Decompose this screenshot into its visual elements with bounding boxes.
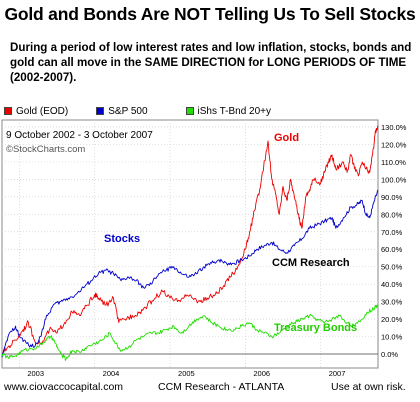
series-line-gold <box>1 125 379 356</box>
page-title: Gold and Bonds Are NOT Telling Us To Sel… <box>4 4 416 24</box>
y-tick-label: 60.0% <box>381 245 403 254</box>
annotation-research: CCM Research <box>272 257 350 269</box>
y-tick-label: 10.0% <box>381 333 403 342</box>
legend-label-stocks: S&P 500 <box>108 105 148 117</box>
y-tick-label: 130.0% <box>381 123 407 132</box>
x-tick-label: 2005 <box>178 369 195 377</box>
footer-website: www.ciovaccocapital.com <box>4 381 124 393</box>
chart-area: 0.0% 10.0% 20.0% 30.0% 40.0% 50.0% 60.0% 70.0% 8… <box>0 119 420 382</box>
legend-swatch-gold <box>4 107 12 115</box>
footer-disclaimer: Use at own risk. <box>331 381 406 393</box>
series-line-bonds <box>1 304 379 361</box>
x-tick-label: 2006 <box>253 369 270 377</box>
series-line-stocks <box>1 189 379 358</box>
page-subtitle: During a period of low interest rates an… <box>10 41 412 84</box>
x-tick-label: 2004 <box>103 369 120 377</box>
date-range-label: 9 October 2002 - 3 October 2007 <box>6 130 153 141</box>
y-tick-label: 90.0% <box>381 193 403 202</box>
annotation-gold: Gold <box>274 132 299 144</box>
plot-frame <box>1 119 379 369</box>
footer: www.ciovaccocapital.com CCM Research - A… <box>0 381 420 397</box>
legend-label-bonds: iShs T-Bnd 20+y <box>197 105 272 117</box>
y-tick-label: 20.0% <box>381 315 403 324</box>
footer-attribution: CCM Research - ATLANTA <box>158 381 285 393</box>
y-axis-ticks: 0.0% 10.0% 20.0% 30.0% 40.0% 50.0% 60.0% 70.0% 8… <box>381 123 407 359</box>
y-tick-label: 30.0% <box>381 298 403 307</box>
x-tick-label: 2007 <box>329 369 346 377</box>
legend-label-gold: Gold (EOD) <box>16 105 69 117</box>
y-tick-label: 70.0% <box>381 228 403 237</box>
y-tick-label: 80.0% <box>381 210 403 219</box>
y-tick-label: 110.0% <box>381 158 406 167</box>
y-tick-label: 120.0% <box>381 140 407 149</box>
annotation-bonds: Treasury Bonds <box>274 322 357 334</box>
annotation-stocks: Stocks <box>104 233 140 245</box>
legend-swatch-bonds <box>185 107 194 115</box>
chart-legend: Gold (EOD) S&P 500 iShs T-Bnd 20+y <box>4 104 271 118</box>
chart-svg: 0.0% 10.0% 20.0% 30.0% 40.0% 50.0% 60.0% 70.0% 8… <box>1 119 407 378</box>
legend-item-stocks: S&P 500 <box>96 105 148 117</box>
y-tick-label: 0.0% <box>381 350 398 359</box>
legend-item-bonds: iShs T-Bnd 20+y <box>185 105 272 117</box>
series-lines <box>1 125 379 361</box>
x-tick-label: 2003 <box>27 369 44 377</box>
legend-swatch-stocks <box>96 107 105 115</box>
x-axis-ticks: 2003 2004 2005 2006 2007 <box>27 369 346 378</box>
legend-item-gold: Gold (EOD) <box>4 106 68 117</box>
y-tick-label: 100.0% <box>381 175 407 184</box>
y-tick-label: 50.0% <box>381 263 403 272</box>
y-tick-label: 40.0% <box>381 280 403 289</box>
watermark: ©StockCharts.com <box>6 144 85 155</box>
grid-lines <box>2 120 378 368</box>
